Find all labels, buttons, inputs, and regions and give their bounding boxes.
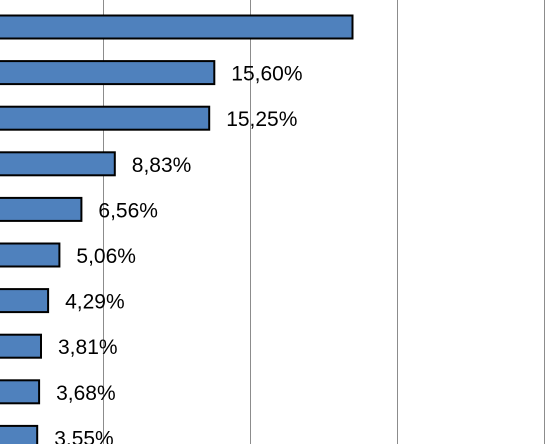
bars: [0, 14, 354, 444]
data-label: 3,68%: [56, 382, 116, 405]
bar: [0, 196, 83, 222]
data-label: 15,25%: [226, 108, 297, 131]
data-label: 4,29%: [65, 291, 125, 314]
bar: [0, 242, 61, 268]
data-label: 8,83%: [132, 154, 192, 177]
bar: [0, 60, 216, 86]
data-labels: 15,60% 15,25% 8,83% 6,56% 5,06% 4,29% 3,81% 3,6…: [54, 63, 302, 444]
bar: [0, 151, 116, 177]
bar: [0, 424, 39, 444]
bar: [0, 288, 50, 314]
data-label: 15,60%: [231, 63, 302, 86]
grid-lines: [103, 0, 545, 444]
data-label: 3,55%: [54, 427, 114, 444]
bar: [0, 105, 211, 131]
data-label: 5,06%: [76, 245, 136, 268]
data-label: 3,81%: [58, 336, 118, 359]
bar: [0, 333, 42, 359]
data-label: 6,56%: [98, 199, 158, 222]
bar: [0, 379, 41, 405]
bar: [0, 14, 354, 40]
